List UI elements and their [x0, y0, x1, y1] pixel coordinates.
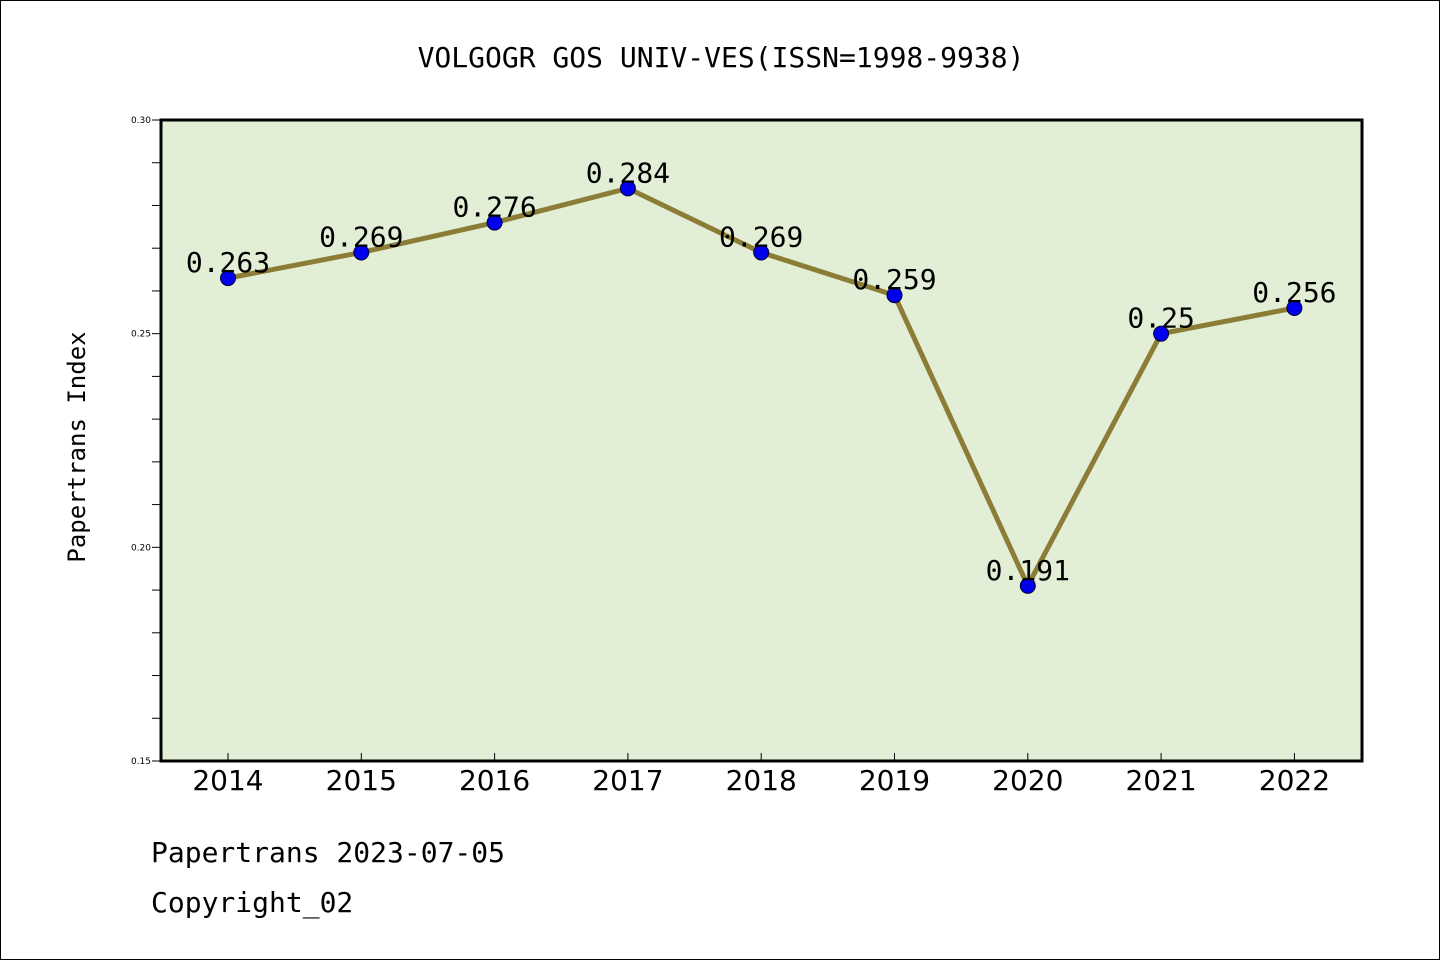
- data-label: 0.269: [319, 220, 403, 253]
- x-tick-label: 2017: [592, 764, 663, 797]
- x-tick-label: 2018: [726, 764, 797, 797]
- data-label: 0.191: [986, 554, 1070, 587]
- data-label: 0.284: [586, 156, 670, 189]
- data-label: 0.259: [852, 263, 936, 296]
- x-tick-label: 2015: [326, 764, 397, 797]
- data-point-marker: [220, 270, 236, 287]
- y-tick-label: 0.25: [131, 330, 151, 340]
- data-label: 0.256: [1252, 276, 1336, 309]
- data-point-marker: [886, 287, 903, 304]
- y-tick-label: 0.20: [131, 543, 151, 553]
- x-axis: 2014 2015 2016 2017 2018 2019 2020 2021 2022: [192, 753, 1330, 797]
- y-tick-label: 0.15: [131, 757, 151, 767]
- x-tick-label: 2020: [992, 764, 1063, 797]
- data-point-marker: [1286, 300, 1303, 317]
- data-point-marker: [619, 180, 636, 197]
- data-point-marker: [753, 244, 770, 261]
- data-point-marker: [1019, 577, 1036, 594]
- data-point-marker: [353, 244, 370, 261]
- footer-date-text: Papertrans 2023-07-05: [151, 836, 506, 869]
- x-tick-label: 2014: [192, 764, 263, 797]
- data-label: 0.263: [186, 246, 270, 279]
- x-tick-label: 2022: [1259, 764, 1330, 797]
- data-label: 0.276: [452, 191, 536, 224]
- x-tick-label: 2016: [459, 764, 530, 797]
- x-tick-label: 2021: [1125, 764, 1196, 797]
- y-axis-label: Papertrans Index: [63, 331, 91, 562]
- x-tick-label: 2019: [859, 764, 930, 797]
- data-point-marker: [1153, 325, 1170, 342]
- plot-area: [159, 118, 1364, 763]
- y-axis: 0.15 0.20 0.25 0.30: [131, 116, 161, 767]
- data-label: 0.269: [719, 220, 803, 253]
- data-point-marker: [486, 214, 503, 231]
- y-tick-label: 0.30: [131, 116, 151, 126]
- chart-title: VOLGOGR GOS UNIV-VES(ISSN=1998-9938): [418, 41, 1025, 74]
- series-layer: 0.263 0.269 0.276 0.284 0.269 0.259 0.191 0.25 0…: [186, 156, 1337, 594]
- data-label: 0.25: [1127, 302, 1194, 335]
- footer-copyright-text: Copyright_02: [151, 886, 354, 919]
